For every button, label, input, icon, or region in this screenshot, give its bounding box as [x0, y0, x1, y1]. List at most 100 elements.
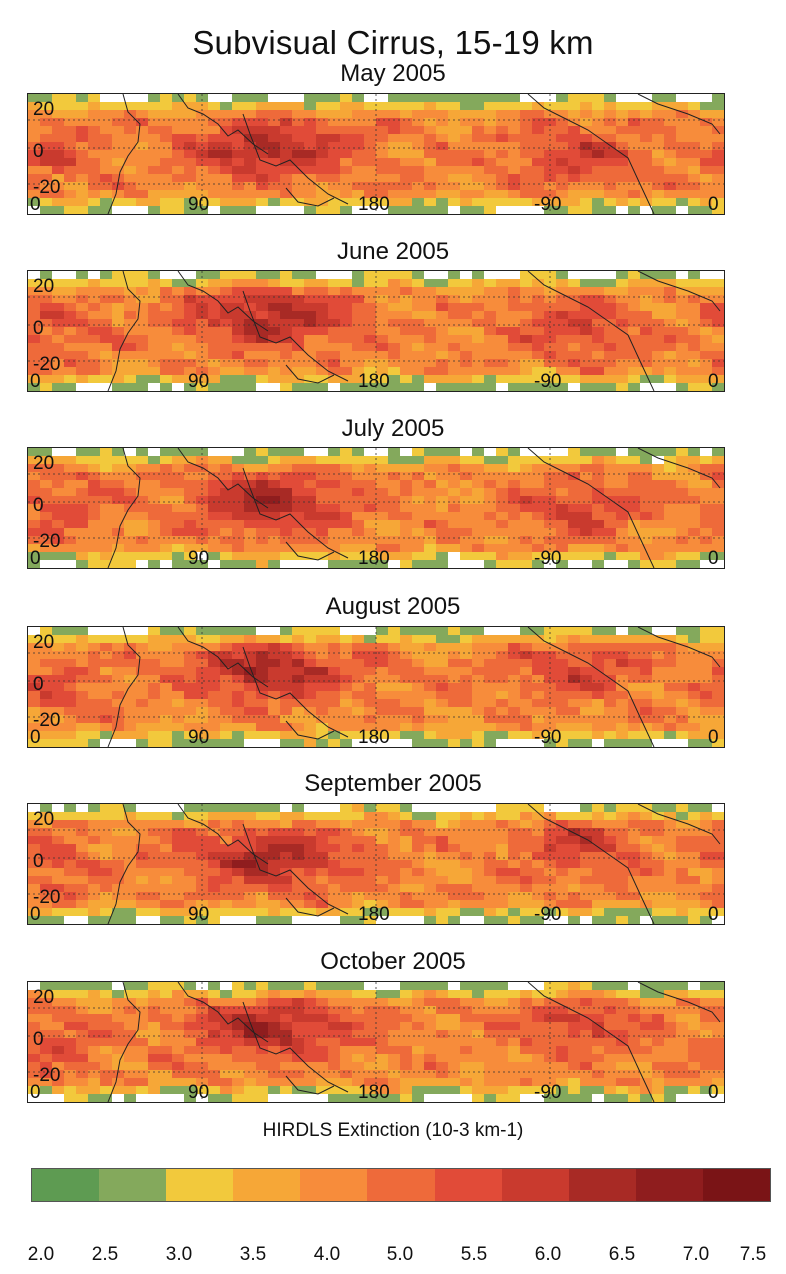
contour-cell	[256, 1006, 269, 1015]
contour-cell	[688, 635, 701, 644]
contour-cell	[580, 1038, 593, 1047]
contour-cell	[160, 836, 173, 845]
contour-cell	[292, 900, 305, 909]
contour-cell	[160, 520, 173, 529]
contour-cell	[52, 868, 65, 877]
contour-cell	[40, 892, 53, 901]
contour-cell	[160, 552, 173, 561]
contour-cell	[472, 683, 485, 692]
contour-cell	[88, 480, 101, 489]
contour-cell	[712, 812, 724, 821]
contour-cell	[364, 659, 377, 668]
contour-cell	[136, 198, 149, 207]
contour-cell	[136, 359, 149, 368]
contour-cell	[508, 158, 521, 167]
contour-cell	[364, 860, 377, 869]
coastline	[107, 271, 141, 391]
contour-cell	[400, 667, 413, 676]
contour-cell	[28, 142, 41, 151]
contour-cell	[76, 560, 89, 568]
contour-cell	[52, 528, 65, 537]
contour-cell	[664, 303, 677, 312]
contour-cell	[244, 828, 257, 837]
contour-cell	[352, 683, 365, 692]
contour-cell	[112, 836, 125, 845]
contour-cell	[424, 916, 437, 924]
contour-cell	[424, 731, 437, 740]
contour-cell	[700, 560, 713, 568]
contour-cell	[364, 739, 377, 747]
contour-cell	[232, 998, 245, 1007]
contour-cell	[388, 884, 401, 893]
contour-cell	[172, 134, 185, 143]
contour-cell	[256, 900, 269, 909]
contour-cell	[148, 627, 161, 636]
lon-label: 90	[188, 194, 210, 215]
contour-cell	[268, 174, 281, 183]
contour-cell	[316, 456, 329, 465]
contour-cell	[448, 158, 461, 167]
contour-cell	[484, 1046, 497, 1055]
contour-cell	[580, 560, 593, 568]
contour-cell	[28, 552, 41, 561]
contour-cell	[100, 1030, 113, 1039]
contour-cell	[388, 520, 401, 529]
contour-cell	[700, 480, 713, 489]
contour-cell	[304, 659, 317, 668]
contour-cell	[652, 190, 665, 199]
contour-cell	[448, 1022, 461, 1031]
contour-cell	[112, 271, 125, 280]
contour-cell	[676, 335, 689, 344]
contour-cell	[112, 739, 125, 747]
contour-cell	[316, 1006, 329, 1015]
contour-cell	[52, 375, 65, 384]
contour-cell	[40, 699, 53, 708]
contour-cell	[676, 699, 689, 708]
contour-cell	[328, 836, 341, 845]
contour-cell	[640, 134, 653, 143]
contour-cell	[592, 1038, 605, 1047]
contour-cell	[220, 828, 233, 837]
contour-cell	[340, 383, 353, 391]
contour-cell	[436, 134, 449, 143]
contour-cell	[508, 651, 521, 660]
contour-cell	[328, 504, 341, 513]
contour-cell	[340, 102, 353, 111]
contour-cell	[472, 828, 485, 837]
contour-cell	[364, 651, 377, 660]
contour-cell	[172, 166, 185, 175]
contour-cell	[40, 472, 53, 481]
contour-cell	[664, 836, 677, 845]
contour-cell	[136, 908, 149, 917]
contour-cell	[592, 1022, 605, 1031]
contour-cell	[52, 691, 65, 700]
contour-cell	[256, 375, 269, 384]
contour-cell	[76, 804, 89, 813]
contour-cell	[508, 464, 521, 473]
contour-cell	[700, 627, 713, 636]
contour-cell	[400, 359, 413, 368]
contour-cell	[88, 860, 101, 869]
contour-cell	[112, 182, 125, 191]
contour-cell	[316, 142, 329, 151]
contour-cell	[256, 198, 269, 207]
contour-cell	[136, 343, 149, 352]
contour-cell	[112, 520, 125, 529]
contour-cell	[484, 560, 497, 568]
contour-cell	[460, 480, 473, 489]
contour-cell	[88, 504, 101, 513]
contour-cell	[436, 327, 449, 336]
contour-cell	[520, 739, 533, 747]
contour-cell	[592, 327, 605, 336]
contour-cell	[496, 683, 509, 692]
contour-cell	[544, 990, 557, 999]
contour-cell	[88, 1022, 101, 1031]
contour-cell	[280, 723, 293, 732]
contour-cell	[256, 94, 269, 103]
contour-cell	[184, 1006, 197, 1015]
contour-cell	[292, 828, 305, 837]
contour-cell	[184, 1030, 197, 1039]
contour-cell	[520, 707, 533, 716]
contour-cell	[352, 448, 365, 457]
contour-cell	[64, 343, 77, 352]
